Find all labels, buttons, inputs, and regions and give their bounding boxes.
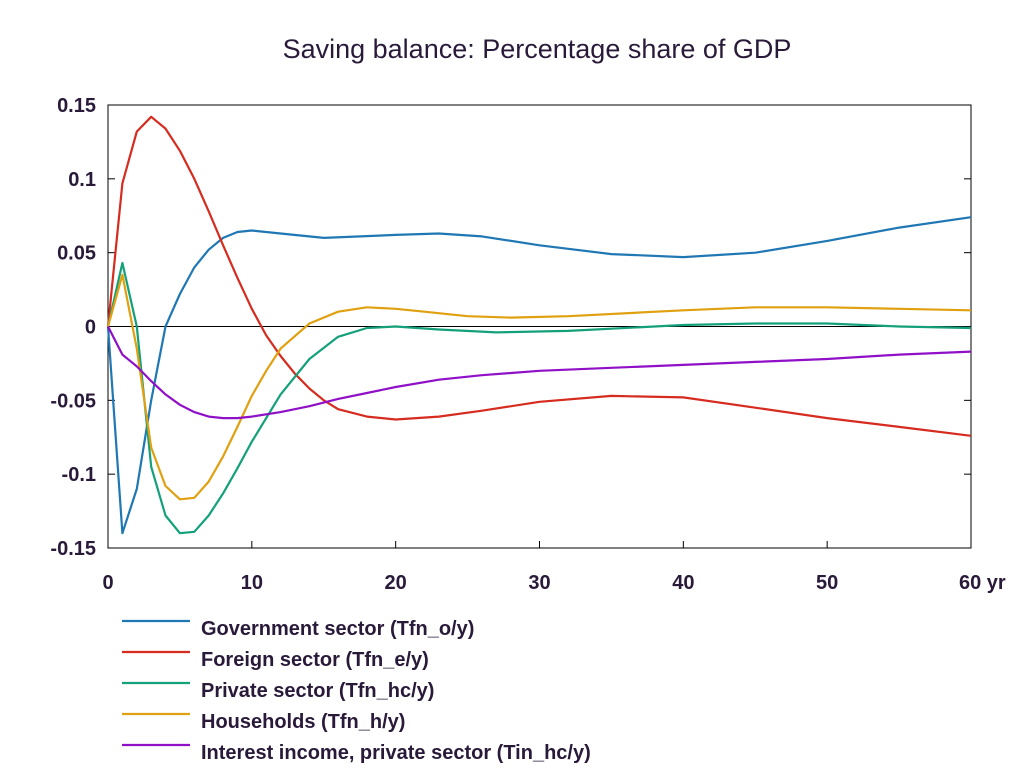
series-layer [106, 115, 972, 535]
legend-label-3: Private sector (Tfn_hc/y) [201, 680, 434, 702]
chart-title: Saving balance: Percentage share of GDP [283, 34, 792, 64]
x-tick-label: 20 [385, 572, 407, 594]
x-tick-label: 10 [241, 572, 263, 594]
y-tick-label: 0.05 [57, 243, 96, 265]
y-tick-label: 0 [85, 317, 96, 339]
x-tick-label: 60 yr [959, 572, 1006, 594]
legend: Government sector (Tfn_o/y) Foreign secto… [122, 618, 591, 764]
y-axis: 0.15 0.1 0.05 0 -0.05 -0.1 -0.15 [50, 95, 971, 560]
y-tick-label: 0.1 [68, 169, 96, 191]
legend-label-1: Government sector (Tfn_o/y) [201, 618, 474, 640]
y-tick-label: -0.15 [50, 538, 96, 560]
x-tick-label: 50 [816, 572, 838, 594]
series-line-5 [107, 325, 972, 420]
series-line-2 [106, 115, 972, 437]
legend-label-5: Interest income, private sector (Tin_hc/… [201, 742, 591, 764]
y-tick-label: -0.1 [62, 464, 96, 486]
x-tick-label: 40 [672, 572, 694, 594]
series-line-1 [106, 216, 972, 535]
y-tick-label: -0.05 [50, 390, 96, 412]
legend-label-4: Households (Tfn_h/y) [201, 711, 405, 733]
y-tick-label: 0.15 [57, 95, 96, 117]
series-line-4 [106, 273, 972, 501]
x-tick-label: 30 [528, 572, 550, 594]
series-line-3 [106, 261, 972, 535]
x-tick-label: 0 [102, 572, 113, 594]
x-axis: 0 10 20 30 40 50 60 yr [102, 541, 1006, 594]
legend-label-2: Foreign sector (Tfn_e/y) [201, 649, 429, 671]
